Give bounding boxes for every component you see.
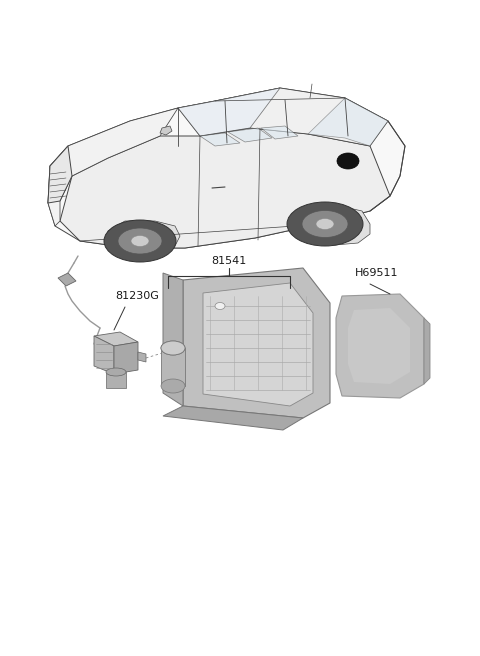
Polygon shape <box>94 332 138 346</box>
Polygon shape <box>163 273 183 406</box>
Polygon shape <box>106 372 126 388</box>
Text: 81541: 81541 <box>211 256 247 266</box>
Ellipse shape <box>316 218 334 230</box>
Polygon shape <box>48 146 72 203</box>
Polygon shape <box>60 128 390 248</box>
Ellipse shape <box>131 236 149 247</box>
Polygon shape <box>160 126 172 135</box>
Polygon shape <box>336 294 424 398</box>
Ellipse shape <box>161 379 185 393</box>
Ellipse shape <box>104 220 176 262</box>
Polygon shape <box>48 108 178 226</box>
Polygon shape <box>178 88 388 146</box>
Polygon shape <box>58 273 76 286</box>
Polygon shape <box>108 221 180 250</box>
Polygon shape <box>308 98 388 146</box>
Polygon shape <box>138 352 146 362</box>
Polygon shape <box>424 318 430 384</box>
Polygon shape <box>163 406 303 430</box>
Ellipse shape <box>118 228 162 254</box>
Polygon shape <box>200 133 240 146</box>
Polygon shape <box>48 88 405 248</box>
Polygon shape <box>178 88 280 136</box>
Text: H69511: H69511 <box>355 268 398 278</box>
Polygon shape <box>161 348 185 386</box>
Polygon shape <box>94 336 114 374</box>
Ellipse shape <box>161 341 185 355</box>
Polygon shape <box>261 126 298 139</box>
Ellipse shape <box>106 368 126 376</box>
Polygon shape <box>348 308 410 384</box>
Text: 81230G: 81230G <box>115 291 159 301</box>
Ellipse shape <box>337 153 359 169</box>
Ellipse shape <box>161 341 185 355</box>
Ellipse shape <box>302 211 348 237</box>
Polygon shape <box>114 342 138 374</box>
Polygon shape <box>183 268 330 418</box>
Ellipse shape <box>215 302 225 310</box>
Polygon shape <box>228 128 272 142</box>
Ellipse shape <box>287 202 363 246</box>
Polygon shape <box>203 283 313 406</box>
Polygon shape <box>295 206 370 245</box>
